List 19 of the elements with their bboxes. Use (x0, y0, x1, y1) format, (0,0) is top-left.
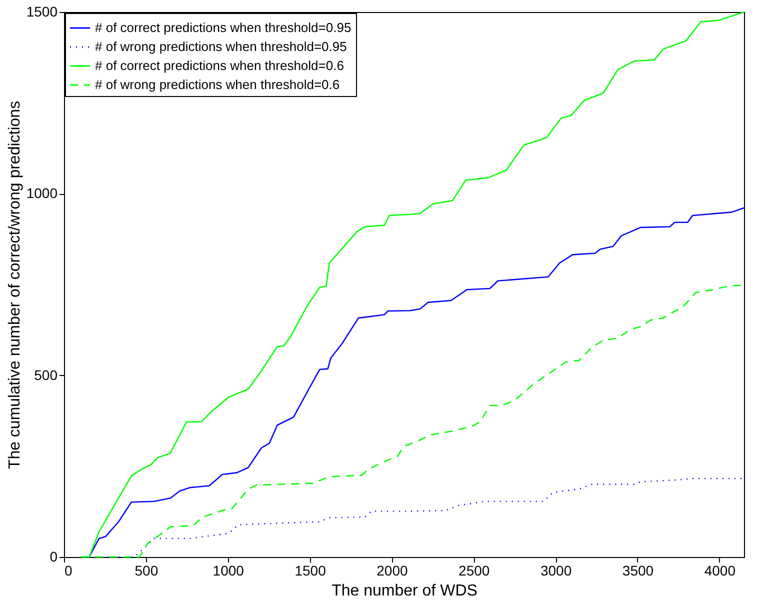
x-tick-label: 1500 (294, 562, 326, 578)
x-axis-title: The number of WDS (332, 582, 478, 600)
legend-label: # of correct predictions when threshold=0.6 (95, 58, 344, 73)
legend-label: # of wrong predictions when threshold=0.6 (95, 77, 340, 92)
y-tick-label: 1500 (26, 4, 58, 20)
x-tick-label: 0 (64, 562, 72, 578)
y-axis-title: The cumulative number of correct/wrong predictions (6, 100, 24, 470)
x-tick-label: 3000 (540, 562, 572, 578)
x-tick-label: 500 (134, 562, 158, 578)
x-tick-label: 2500 (458, 562, 490, 578)
x-tick-label: 1000 (212, 562, 244, 578)
y-tick-label: 500 (34, 366, 58, 383)
y-tick-label: 1000 (26, 185, 58, 202)
legend-label: # of wrong predictions when threshold=0.95 (95, 39, 347, 54)
legend-label: # of correct predictions when threshold=0.95 (95, 20, 352, 35)
x-tick-label: 3500 (622, 562, 654, 578)
x-tick-label: 2000 (376, 562, 408, 578)
y-tick-label: 0 (50, 548, 58, 564)
x-tick-label: 4000 (704, 562, 736, 578)
